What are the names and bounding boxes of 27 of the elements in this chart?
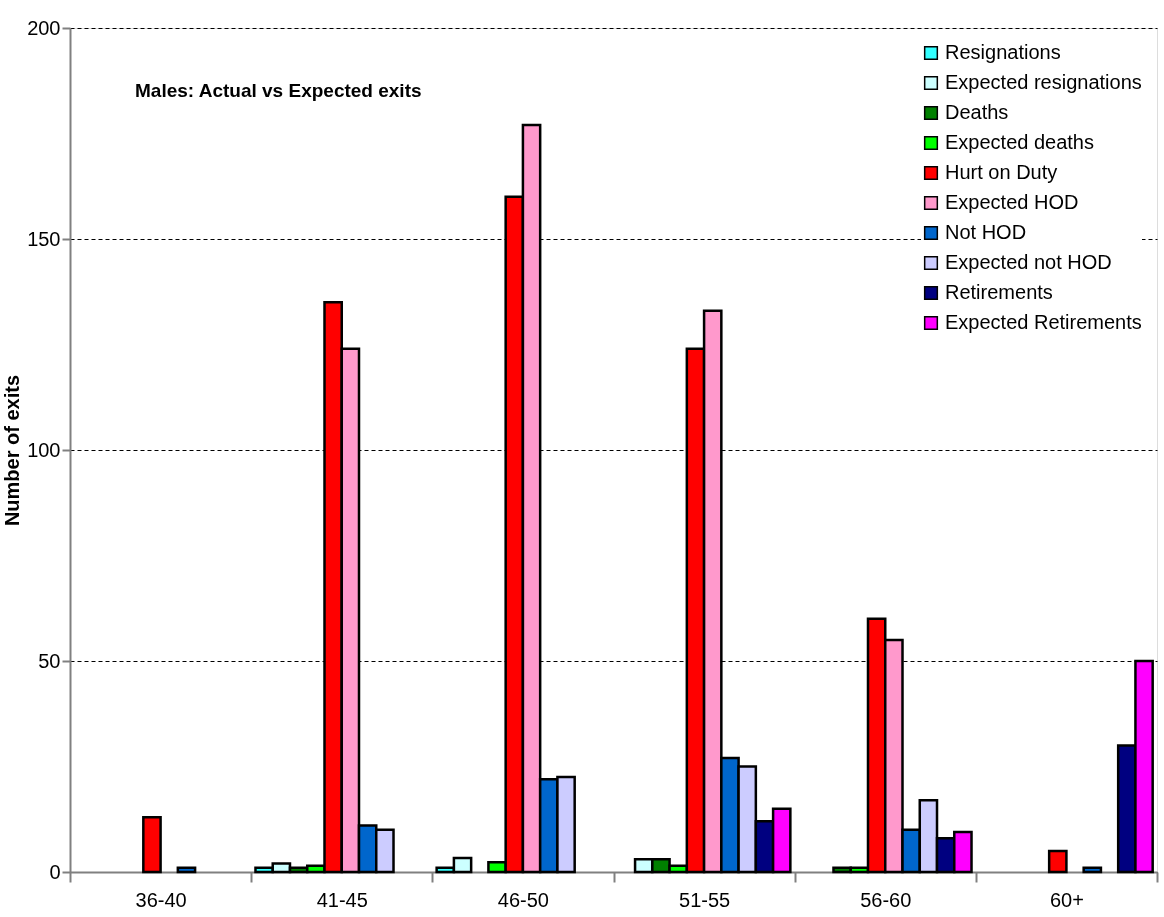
- legend-label: Deaths: [945, 101, 1009, 123]
- y-tick-label: 150: [27, 227, 61, 250]
- y-axis-title: Number of exits: [1, 374, 24, 527]
- legend-label: Expected Retirements: [945, 311, 1142, 333]
- x-tick-label: 46-50: [497, 888, 549, 911]
- y-tick-label: 100: [27, 438, 61, 461]
- bar: [1047, 849, 1068, 874]
- legend-label: Expected resignations: [945, 71, 1142, 93]
- y-tick-label: 0: [49, 860, 61, 883]
- legend-label: Not HOD: [945, 221, 1027, 243]
- legend-label: Resignations: [945, 41, 1061, 63]
- legend-label: Hurt on Duty: [945, 161, 1058, 183]
- legend-label: Expected HOD: [945, 191, 1079, 213]
- x-tick-label: 60+: [1049, 888, 1084, 911]
- legend-label: Expected deaths: [945, 131, 1094, 153]
- y-tick-label: 200: [27, 16, 61, 39]
- x-tick-label: 51-55: [679, 888, 731, 911]
- text: Males: Actual vs Expected exits: [135, 80, 422, 101]
- bar: [142, 815, 162, 874]
- y-tick-label: 50: [38, 649, 61, 672]
- legend-label: Expected not HOD: [945, 251, 1112, 273]
- x-tick-label: 36-40: [135, 888, 187, 911]
- bar: [1082, 866, 1103, 874]
- x-tick-label: 56-60: [860, 888, 912, 911]
- legend-label: Retirements: [945, 281, 1053, 303]
- bar: [176, 866, 197, 874]
- x-tick-label: 41-45: [316, 888, 368, 911]
